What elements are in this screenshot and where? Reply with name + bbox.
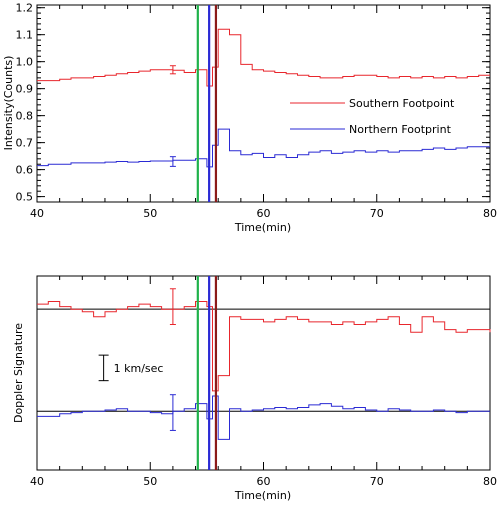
doppler-x-tick-label: 70 (370, 475, 384, 488)
intensity-x-tick-label: 60 (257, 207, 271, 220)
intensity-y-tick-label: 0.9 (16, 83, 34, 96)
scale-bar: 1 km/sec (98, 354, 164, 382)
doppler-x-tick-label: 40 (30, 475, 44, 488)
intensity-y-tick-label: 0.6 (16, 164, 34, 177)
intensity-y-tick-label: 1.0 (16, 56, 34, 69)
intensity-panel: Time(min) Intensity(Counts) 40 50 60 70 80 0.… (2, 2, 497, 234)
intensity-x-tick-label: 70 (370, 207, 384, 220)
legend-label-southern: Southern Footpoint (349, 97, 455, 110)
intensity-y-tick-label: 0.8 (16, 110, 34, 123)
legend-label-northern: Northern Footprint (349, 123, 452, 136)
intensity-series-line-northern (37, 128, 490, 168)
intensity-y-tick-label: 1.1 (16, 29, 34, 42)
intensity-y-tick-label: 1.2 (16, 2, 34, 15)
doppler-x-axis-label: Time(min) (234, 489, 291, 502)
doppler-plot-frame (36, 275, 491, 471)
doppler-axes: 40 50 60 70 80 (30, 276, 497, 488)
intensity-y-tick-label: 0.7 (16, 137, 34, 150)
intensity-y-axis-label: Intensity(Counts) (2, 56, 15, 151)
doppler-series-line-southern (37, 301, 491, 392)
doppler-y-axis-label: Doppler Signature (12, 323, 25, 423)
scale-bar-label: 1 km/sec (114, 362, 164, 375)
intensity-y-tick-label: 0.5 (16, 191, 34, 204)
doppler-x-tick-label: 50 (143, 475, 157, 488)
intensity-x-axis-label: Time(min) (234, 221, 291, 234)
doppler-x-tick-label: 80 (483, 475, 497, 488)
doppler-series-line-northern (37, 395, 490, 440)
intensity-marks (37, 5, 490, 202)
doppler-x-tick-label: 60 (257, 475, 271, 488)
intensity-series-line-southern (37, 28, 490, 87)
intensity-x-tick-label: 40 (30, 207, 44, 220)
doppler-panel: Time(min) Doppler Signature 40 50 60 70 80 1… (12, 275, 497, 502)
intensity-x-tick-label: 80 (483, 207, 497, 220)
intensity-axes: 40 50 60 70 80 0.5 0.6 0.7 0.8 0.9 1.0 1.1 1.2 (16, 2, 498, 220)
intensity-x-tick-label: 50 (143, 207, 157, 220)
intensity-legend: Southern Footpoint Northern Footprint (290, 97, 455, 136)
doppler-marks (37, 276, 491, 470)
